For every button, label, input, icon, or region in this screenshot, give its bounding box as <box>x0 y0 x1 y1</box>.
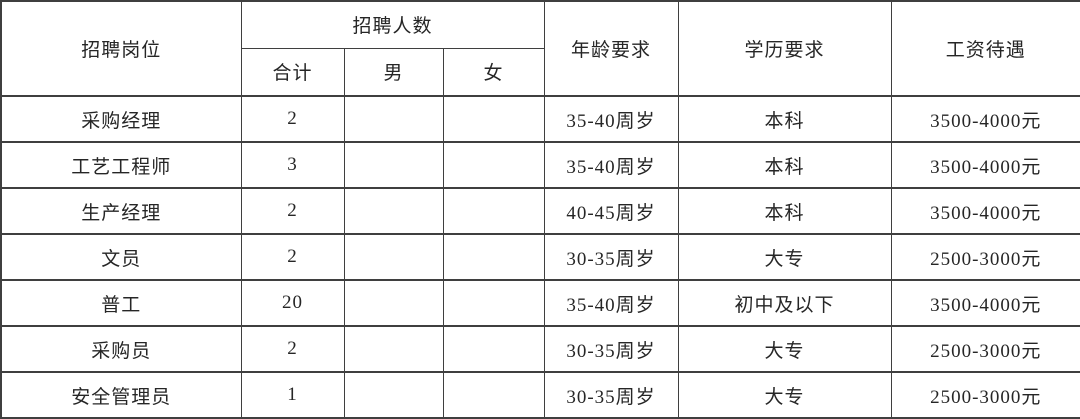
cell-salary: 2500-3000元 <box>890 371 1080 419</box>
cell-education: 大专 <box>677 371 892 419</box>
cell-female <box>442 279 545 327</box>
cell-male <box>343 95 444 143</box>
cell-total: 2 <box>240 325 345 373</box>
cell-age: 30-35周岁 <box>543 233 679 281</box>
cell-position: 采购经理 <box>0 95 242 143</box>
col-header-age: 年龄要求 <box>543 0 679 97</box>
cell-salary: 3500-4000元 <box>890 279 1080 327</box>
cell-male <box>343 325 444 373</box>
cell-education: 本科 <box>677 95 892 143</box>
cell-education: 本科 <box>677 141 892 189</box>
cell-female <box>442 233 545 281</box>
cell-female <box>442 371 545 419</box>
cell-total: 2 <box>240 187 345 235</box>
table-row: 文员 2 30-35周岁 大专 2500-3000元 <box>0 233 1080 281</box>
cell-age: 40-45周岁 <box>543 187 679 235</box>
table-row: 生产经理 2 40-45周岁 本科 3500-4000元 <box>0 187 1080 235</box>
header-row-sub: 合计 男 女 <box>1 47 1080 97</box>
cell-education: 本科 <box>677 187 892 235</box>
cell-female <box>442 95 545 143</box>
table-row: 采购员 2 30-35周岁 大专 2500-3000元 <box>0 325 1080 373</box>
cell-salary: 3500-4000元 <box>890 141 1080 189</box>
cell-male <box>343 371 444 419</box>
cell-female <box>442 325 545 373</box>
col-header-male: 男 <box>343 47 444 97</box>
col-header-total: 合计 <box>240 47 345 97</box>
cell-male <box>343 279 444 327</box>
cell-salary: 2500-3000元 <box>890 325 1080 373</box>
cell-female <box>442 141 545 189</box>
col-header-headcount: 招聘人数 <box>240 0 545 49</box>
cell-age: 30-35周岁 <box>543 325 679 373</box>
cell-total: 1 <box>240 371 345 419</box>
cell-age: 35-40周岁 <box>543 279 679 327</box>
cell-age: 30-35周岁 <box>543 371 679 419</box>
cell-position: 工艺工程师 <box>0 141 242 189</box>
cell-age: 35-40周岁 <box>543 95 679 143</box>
cell-female <box>442 187 545 235</box>
col-header-salary: 工资待遇 <box>890 0 1080 97</box>
cell-total: 20 <box>240 279 345 327</box>
col-header-female: 女 <box>442 47 545 97</box>
cell-male <box>343 187 444 235</box>
table-body: 采购经理 2 35-40周岁 本科 3500-4000元 工艺工程师 3 35-… <box>0 95 1080 419</box>
cell-position: 生产经理 <box>0 187 242 235</box>
table-row: 采购经理 2 35-40周岁 本科 3500-4000元 <box>0 95 1080 143</box>
table-row: 工艺工程师 3 35-40周岁 本科 3500-4000元 <box>0 141 1080 189</box>
cell-male <box>343 141 444 189</box>
cell-total: 2 <box>240 233 345 281</box>
cell-salary: 3500-4000元 <box>890 95 1080 143</box>
cell-education: 大专 <box>677 233 892 281</box>
col-header-position: 招聘岗位 <box>0 0 242 97</box>
cell-position: 普工 <box>0 279 242 327</box>
table-row: 安全管理员 1 30-35周岁 大专 2500-3000元 <box>0 371 1080 419</box>
table-row: 普工 20 35-40周岁 初中及以下 3500-4000元 <box>0 279 1080 327</box>
cell-age: 35-40周岁 <box>543 141 679 189</box>
header-row-group: 招聘岗位 招聘人数 年龄要求 学历要求 工资待遇 <box>0 0 1080 97</box>
cell-education: 初中及以下 <box>677 279 892 327</box>
col-header-education: 学历要求 <box>677 0 892 97</box>
cell-education: 大专 <box>677 325 892 373</box>
cell-salary: 3500-4000元 <box>890 187 1080 235</box>
cell-salary: 2500-3000元 <box>890 233 1080 281</box>
cell-total: 3 <box>240 141 345 189</box>
cell-male <box>343 233 444 281</box>
cell-total: 2 <box>240 95 345 143</box>
cell-position: 采购员 <box>0 325 242 373</box>
cell-position: 文员 <box>0 233 242 281</box>
table-header: 招聘岗位 招聘人数 年龄要求 学历要求 工资待遇 合计 男 女 <box>0 0 1080 97</box>
cell-position: 安全管理员 <box>0 371 242 419</box>
